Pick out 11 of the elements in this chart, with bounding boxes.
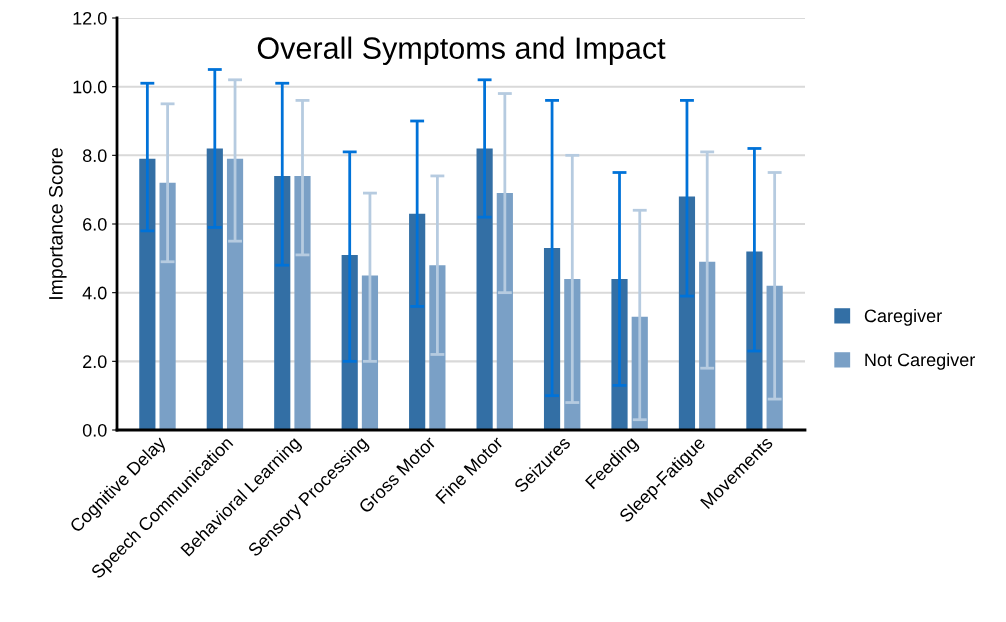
- y-tick-label: 6.0: [83, 217, 107, 231]
- legend-label: Caregiver: [864, 308, 942, 326]
- text: Overall Symptoms and Impact: [257, 36, 666, 66]
- legend-label: Not Caregiver: [865, 353, 975, 370]
- y-axis-title: Importance Score: [48, 148, 67, 299]
- y-tick-label: 12.0: [73, 11, 107, 25]
- y-tick-label: 10.0: [73, 80, 107, 94]
- y-tick-label: 2.0: [83, 355, 107, 369]
- y-tick-label: 4.0: [82, 286, 107, 300]
- y-tick-label: 8.0: [82, 149, 107, 163]
- y-tick-label: 0.0: [82, 423, 107, 437]
